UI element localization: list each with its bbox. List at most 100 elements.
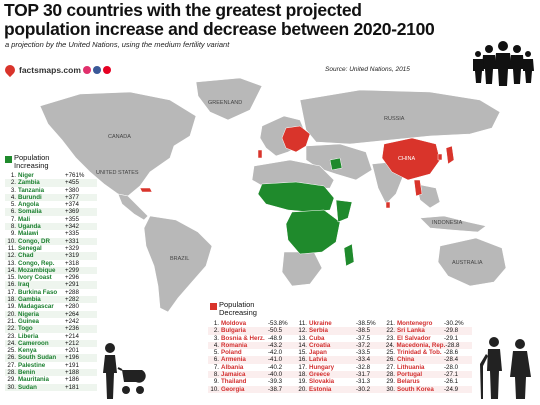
rank-number: 8.	[10, 223, 16, 231]
decreasing-row: 24. Macedonia, Rep. -28.8	[384, 341, 472, 350]
page-subtitle: a projection by the United Nations, usin…	[5, 40, 230, 49]
decreasing-row: 3. Bosnia & Herz. -48.9	[208, 335, 296, 342]
country-name: Trinidad & Tob.	[397, 349, 442, 357]
south-america	[143, 215, 213, 313]
change-value: -40.0	[268, 371, 283, 379]
increasing-row: 18. Gambia +282	[5, 296, 97, 304]
rank-number: 30.	[7, 383, 16, 391]
country-name: Ivory Coast	[18, 274, 52, 282]
country-name: Serbia	[309, 327, 328, 335]
change-value: +331	[65, 237, 79, 245]
country-name: Kenya	[18, 347, 37, 355]
rank-number: 26.	[386, 356, 395, 364]
country-name: Greece	[309, 371, 330, 379]
change-value: -31.3	[356, 378, 371, 386]
change-value: -43.2	[268, 341, 283, 349]
country-name: Japan	[309, 349, 327, 357]
rank-number: 4.	[10, 193, 16, 201]
rank-number: 16.	[7, 281, 16, 289]
rank-number: 29.	[386, 378, 395, 386]
increasing-row: 15. Ivory Coast +296	[5, 274, 97, 281]
rank-number: 30.	[386, 385, 395, 393]
increasing-row: 1. Niger +761%	[5, 172, 97, 179]
country-name: Zambia	[18, 179, 40, 187]
rank-number: 9.	[213, 378, 219, 386]
rank-number: 8.	[213, 371, 219, 379]
country-name: Tanzania	[18, 186, 45, 194]
rank-number: 6.	[213, 356, 219, 364]
decreasing-row: 21. Montenegro -30.2%	[384, 320, 472, 327]
increasing-row: 14. Mozambique +299	[5, 266, 97, 275]
change-value: +181	[65, 383, 79, 391]
decreasing-row: 20. Estonia -30.2	[296, 385, 384, 393]
increasing-row: 25. Kenya +201	[5, 347, 97, 354]
decreasing-row: 30. South Korea -24.9	[384, 385, 472, 393]
change-value: +186	[65, 376, 79, 384]
japan	[445, 145, 455, 165]
rank-number: 20.	[298, 385, 307, 393]
rank-number: 24.	[385, 341, 395, 349]
increasing-row: 12. Chad +319	[5, 252, 97, 260]
increasing-row: 6. Somalia +369	[5, 208, 97, 216]
increasing-row: 8. Uganda +342	[5, 223, 97, 231]
rank-number: 1.	[213, 320, 219, 327]
rank-number: 7.	[213, 363, 219, 371]
map-label: CANADA	[108, 134, 131, 140]
country-name: Liberia	[18, 332, 39, 340]
rank-number: 29.	[7, 376, 16, 384]
country-name: Poland	[221, 349, 242, 357]
decreasing-row: 15. Japan -33.5	[296, 349, 384, 356]
country-name: Palestine	[18, 361, 46, 369]
country-name: Sri Lanka	[397, 327, 425, 335]
change-value: +212	[65, 339, 79, 347]
change-value: -39.3	[268, 378, 283, 386]
rank-number: 3.	[10, 186, 16, 194]
change-value: -28.4	[444, 356, 459, 364]
change-value: +380	[65, 186, 79, 194]
thailand	[413, 179, 423, 197]
change-value: +191	[65, 361, 79, 369]
country-name: Macedonia, Rep.	[396, 341, 446, 349]
increasing-row: 20. Nigeria +264	[5, 310, 97, 318]
increasing-row: 23. Liberia +214	[5, 333, 97, 340]
rank-number: 22.	[7, 325, 16, 333]
rank-number: 10.	[7, 237, 16, 245]
decrease-countries	[139, 125, 455, 209]
decreasing-row: 16. Latvia -33.4	[296, 356, 384, 364]
parent-with-stroller-icon	[103, 343, 146, 399]
change-value: -38.7	[268, 385, 283, 393]
map-label: INDONESIA	[432, 220, 463, 226]
rank-number: 1.	[10, 172, 16, 179]
rank-number: 13.	[7, 259, 16, 267]
horn-of-africa	[335, 199, 353, 223]
decreasing-row: 28. Portugal -27.1	[384, 371, 472, 379]
change-value: -38.5	[356, 327, 371, 335]
legend-swatch-increasing	[5, 156, 12, 163]
decreasing-panel: 1. Moldova -53.8% 2. Bulgaria -50.5 3. Bosnia &…	[208, 320, 474, 402]
indonesia	[419, 215, 487, 233]
map-label: BRAZIL	[170, 256, 189, 262]
change-value: +318	[65, 259, 79, 267]
decreasing-row: 17. Hungary -32.8	[296, 364, 384, 371]
country-name: Congo, DR	[18, 237, 50, 245]
north-america	[39, 91, 197, 197]
change-value: +296	[65, 274, 79, 282]
country-name: Georgia	[221, 385, 245, 393]
country-name: Chad	[18, 252, 34, 260]
change-value: -40.2	[268, 363, 283, 371]
rank-number: 11.	[7, 244, 16, 252]
country-name: China	[397, 356, 415, 364]
rank-number: 26.	[7, 354, 16, 362]
increasing-row: 17. Burkina Faso +288	[5, 289, 97, 296]
rank-number: 14.	[7, 266, 16, 274]
rank-number: 13.	[298, 334, 307, 342]
rank-number: 6.	[10, 208, 16, 216]
country-name: South Sudan	[18, 354, 57, 362]
change-value: +214	[65, 332, 79, 340]
rank-number: 17.	[7, 288, 16, 296]
country-name: Ukraine	[309, 320, 332, 327]
country-name: South Korea	[397, 385, 434, 393]
decreasing-row: 12. Serbia -38.5	[296, 327, 384, 335]
country-name: Burundi	[18, 193, 42, 201]
country-name: Bulgaria	[221, 327, 246, 335]
